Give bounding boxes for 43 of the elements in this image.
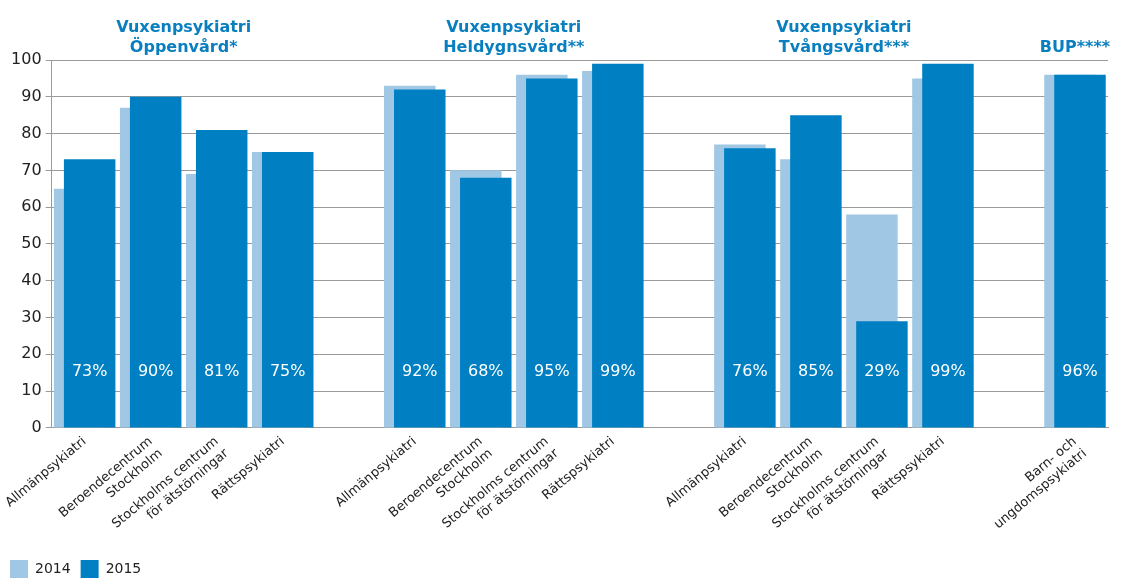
bar	[63, 159, 116, 428]
text: Vuxenpsykiatri Tvångsvård***	[776, 17, 912, 56]
data-label: 75%	[269, 361, 306, 381]
data-label: 96%	[1062, 361, 1098, 381]
bar	[592, 63, 644, 428]
data-label: 81%	[203, 361, 240, 381]
bar	[261, 151, 314, 428]
bar	[526, 78, 578, 428]
legend-label: 2014	[35, 559, 71, 576]
y-tick-label: 50	[21, 233, 42, 253]
bar	[1054, 74, 1106, 428]
y-tick-label: 0	[31, 417, 42, 437]
text: Vuxenpsykiatri Heldygnsvård**	[443, 17, 586, 56]
y-tick-label: 10	[21, 380, 42, 400]
y-tick-label: 90	[21, 85, 42, 105]
bar	[394, 89, 446, 428]
y-tick-label: 80	[21, 122, 42, 142]
bar	[922, 63, 974, 428]
data-label: 85%	[798, 361, 834, 381]
y-tick-label: 40	[21, 269, 42, 289]
data-label: 95%	[534, 361, 570, 381]
data-label: 99%	[600, 361, 636, 381]
data-label: 73%	[71, 361, 108, 381]
bar	[195, 129, 248, 428]
y-tick-label: 70	[21, 159, 42, 179]
bar	[790, 115, 842, 428]
bar	[129, 96, 182, 428]
data-label: 90%	[137, 361, 174, 381]
legend-label: 2015	[105, 559, 142, 576]
data-label: 68%	[468, 361, 504, 381]
y-tick-label: 30	[21, 306, 42, 326]
data-label: 99%	[930, 361, 966, 381]
data-label: 29%	[864, 361, 900, 381]
y-tick-label: 60	[21, 196, 42, 216]
bar	[856, 321, 908, 428]
bar	[724, 148, 776, 428]
data-label: 76%	[732, 361, 768, 381]
y-tick-label: 20	[21, 343, 42, 363]
text: BUP****	[1039, 37, 1111, 56]
text: Vuxenpsykiatri Öppenvård*	[116, 17, 252, 56]
data-label: 92%	[401, 361, 438, 381]
y-tick-label: 100	[11, 49, 42, 69]
bar	[460, 177, 512, 428]
